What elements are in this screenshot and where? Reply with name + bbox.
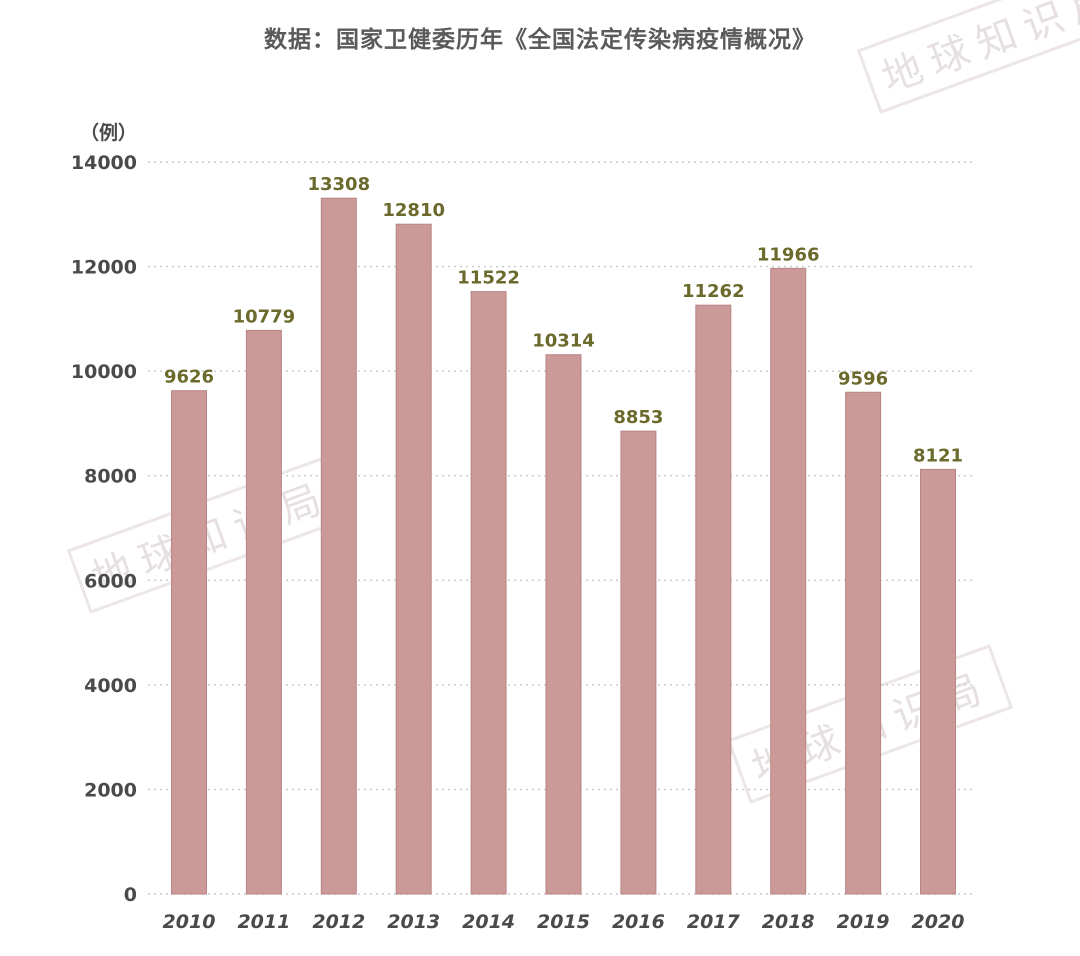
y-tick-label: 0 <box>124 884 137 906</box>
data-label: 11262 <box>682 281 745 302</box>
data-label: 12810 <box>382 200 445 221</box>
x-tick-label: 2015 <box>537 911 590 933</box>
data-label: 9626 <box>164 367 214 388</box>
data-label: 10779 <box>233 306 296 327</box>
bar <box>470 291 507 895</box>
x-tick-label: 2012 <box>312 911 365 933</box>
data-label: 11966 <box>757 244 820 265</box>
bar <box>545 354 582 895</box>
x-tick-label: 2019 <box>837 911 890 933</box>
x-tick-label: 2014 <box>462 911 515 933</box>
bar <box>620 430 657 895</box>
data-label: 8853 <box>613 407 663 428</box>
data-label: 10314 <box>532 331 595 352</box>
x-tick-label: 2011 <box>237 911 290 933</box>
bar <box>171 390 207 895</box>
y-tick-label: 12000 <box>71 257 137 279</box>
bar <box>770 267 807 895</box>
bar <box>845 391 882 895</box>
y-tick-label: 6000 <box>84 570 137 592</box>
data-label: 8121 <box>913 445 963 466</box>
data-label: 9596 <box>838 368 888 389</box>
y-tick-label: 4000 <box>84 675 137 697</box>
chart-title: 数据：国家卫健委历年《全国法定传染病疫情概况》 <box>264 27 816 53</box>
x-tick-label: 2017 <box>687 911 741 933</box>
x-tick-label: 2020 <box>912 911 965 933</box>
bar <box>320 197 357 895</box>
y-axis-unit-label: （例） <box>80 122 138 144</box>
x-tick-label: 2016 <box>612 911 665 933</box>
y-tick-label: 14000 <box>71 152 137 174</box>
bar <box>695 304 732 895</box>
data-label: 11522 <box>457 268 520 289</box>
y-tick-label: 10000 <box>71 361 137 383</box>
bar <box>395 223 432 895</box>
y-tick-label: 8000 <box>84 466 137 488</box>
x-tick-label: 2010 <box>163 911 216 933</box>
x-tick-label: 2018 <box>762 911 815 933</box>
x-tick-label: 2013 <box>387 911 440 933</box>
bar <box>245 329 282 895</box>
bar <box>920 468 956 895</box>
data-label: 13308 <box>307 174 370 195</box>
y-tick-label: 2000 <box>84 779 137 801</box>
